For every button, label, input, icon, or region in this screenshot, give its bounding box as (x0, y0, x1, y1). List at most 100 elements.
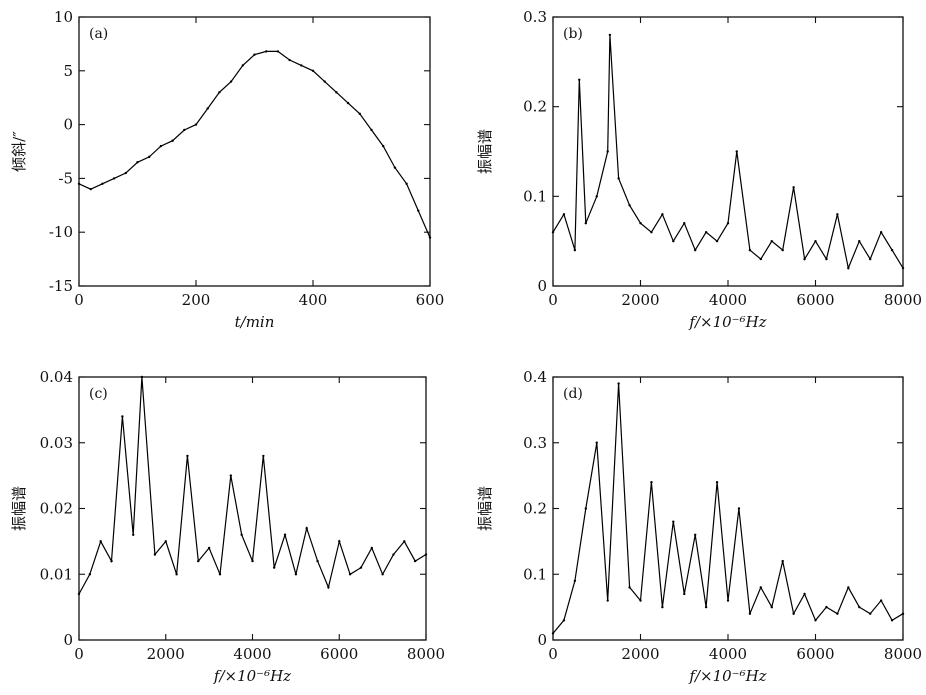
x-tick-label: 4000 (233, 645, 271, 663)
data-point (814, 619, 817, 622)
data-point (825, 257, 828, 261)
data-point (207, 546, 211, 550)
data-point (89, 187, 92, 191)
data-point (316, 559, 319, 563)
panel-a: 0 200 400 600 -15 -10 -5 0 5 10 (a) t/min 倾斜/″ (10, 8, 444, 331)
y-tick-label: -5 (58, 169, 73, 187)
data-point (836, 213, 839, 216)
data-point (606, 150, 609, 153)
y-tick-label: 0.1 (523, 565, 547, 583)
data-point (294, 573, 298, 576)
data-point (392, 553, 395, 556)
data-point (759, 586, 763, 589)
y-axis-label: 振幅谱 (476, 486, 494, 531)
data-point (639, 222, 642, 225)
y-tick-label: 0.3 (523, 8, 547, 26)
data-point (573, 248, 577, 252)
data-point (573, 579, 577, 583)
data-point (858, 239, 861, 243)
data-point (726, 222, 730, 225)
data-point (218, 573, 222, 576)
data-point (792, 186, 795, 189)
data-point (140, 375, 144, 379)
y-tick-label: 10 (54, 8, 73, 26)
data-point (359, 566, 363, 569)
data-point (901, 612, 905, 615)
data-point (159, 144, 163, 148)
y-tick-label: 0 (63, 631, 73, 649)
data-point (781, 559, 784, 563)
data-point (241, 64, 244, 67)
data-point (283, 533, 287, 536)
data-point (240, 533, 243, 536)
data-point (759, 257, 763, 261)
y-tick-label: 0.3 (523, 434, 547, 452)
panel-label: (b) (563, 26, 583, 42)
data-point (403, 540, 406, 543)
data-point (628, 204, 631, 207)
series-line (78, 50, 431, 238)
data-point (858, 605, 861, 609)
data-point (77, 182, 81, 185)
data-point (124, 171, 128, 175)
y-tick-label: 0 (537, 277, 547, 295)
data-point (276, 50, 280, 53)
panel-label: (a) (89, 26, 108, 42)
panel-c: 0 2000 4000 6000 8000 0 0.01 0.02 0.03 0.04 (c) f/×… (10, 368, 445, 685)
data-point (171, 139, 174, 142)
data-point (617, 177, 620, 180)
data-point (153, 553, 157, 556)
x-tick-label: 0 (548, 291, 558, 309)
data-point (88, 573, 92, 576)
data-point (803, 257, 806, 261)
data-point (781, 248, 784, 252)
y-tick-label: -10 (49, 223, 73, 241)
data-point (639, 599, 642, 602)
y-tick-label: 0.2 (523, 500, 547, 518)
data-point (704, 605, 708, 609)
data-point (305, 527, 308, 530)
y-tick-label: 0.2 (523, 98, 547, 116)
data-point (890, 619, 894, 622)
data-point (595, 441, 598, 444)
data-point (272, 566, 276, 569)
x-tick-label: 600 (416, 291, 445, 309)
y-tick-label: -15 (49, 277, 73, 295)
panel-label: (c) (89, 386, 108, 402)
y-axis-label: 倾斜/″ (10, 131, 28, 172)
data-point (672, 520, 675, 523)
x-axis-label: f/×10⁻⁶Hz (688, 313, 766, 331)
data-point (300, 64, 303, 67)
data-point (335, 91, 338, 94)
panel-label: (d) (563, 386, 583, 402)
x-tick-label: 200 (182, 291, 211, 309)
data-point (737, 507, 741, 510)
data-point (218, 91, 221, 94)
data-point (584, 507, 588, 510)
data-point (265, 50, 268, 53)
data-point (194, 123, 198, 126)
data-point (704, 231, 708, 234)
data-point (661, 213, 664, 216)
data-point (551, 231, 555, 234)
data-point (715, 239, 719, 243)
data-point (183, 128, 186, 132)
data-point (650, 481, 653, 484)
data-point (617, 382, 620, 385)
x-tick-label: 400 (299, 291, 328, 309)
data-point (879, 231, 883, 234)
data-point (148, 155, 151, 159)
data-point (424, 553, 428, 556)
y-tick-label: 0 (63, 116, 73, 134)
data-point (393, 166, 397, 169)
data-point (381, 573, 384, 576)
x-tick-label: 2000 (147, 645, 185, 663)
x-tick-label: 6000 (796, 291, 834, 309)
x-tick-label: 8000 (407, 645, 445, 663)
data-point (175, 573, 178, 576)
data-point (413, 559, 417, 563)
plot-frame (552, 16, 904, 287)
data-point (197, 559, 200, 563)
data-point (715, 481, 719, 484)
x-tick-label: 4000 (709, 291, 747, 309)
